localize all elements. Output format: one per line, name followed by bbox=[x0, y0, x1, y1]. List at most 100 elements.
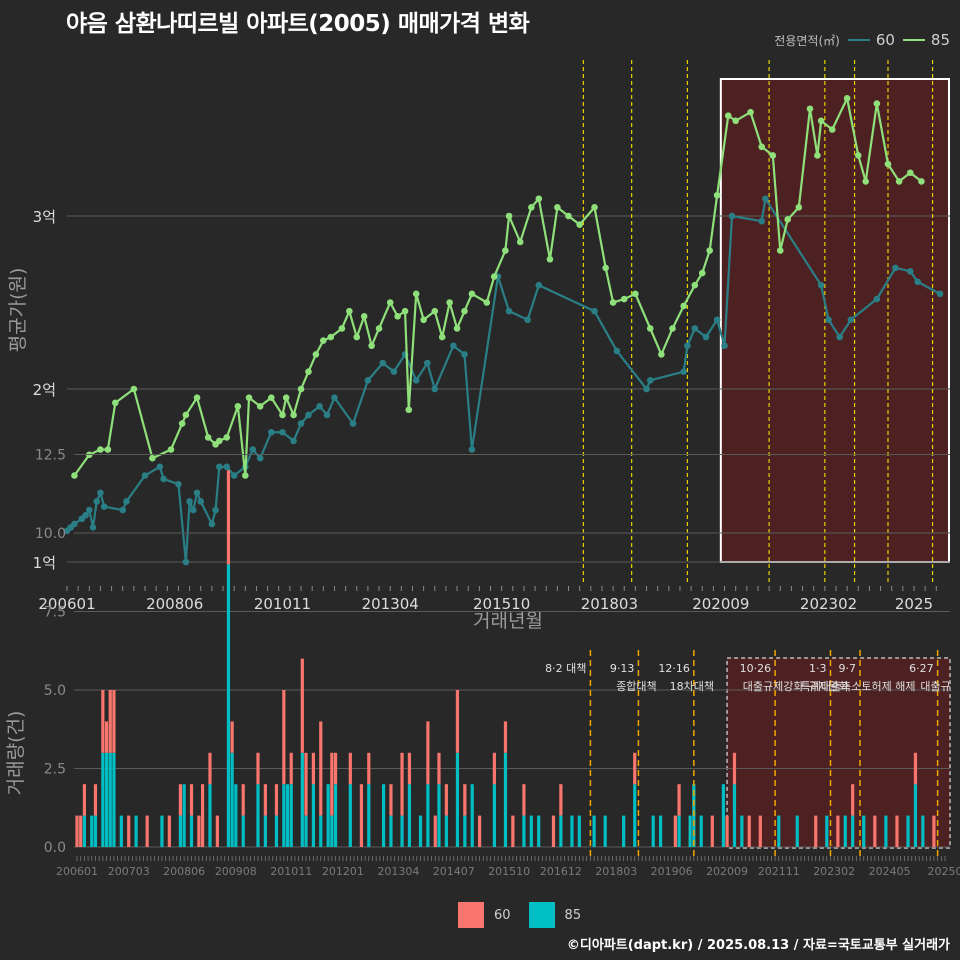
bar-legend-text-85: 85 bbox=[564, 907, 582, 923]
data-point-60 bbox=[535, 281, 543, 289]
bar-85 bbox=[381, 784, 386, 847]
data-point-60 bbox=[93, 498, 101, 505]
policy-label-date: 10·26 bbox=[740, 662, 772, 675]
bar-85 bbox=[651, 815, 655, 847]
policy-label-name: 대출규 bbox=[920, 680, 950, 693]
data-point-60 bbox=[216, 463, 223, 471]
bar-85 bbox=[577, 815, 581, 847]
data-point-60 bbox=[873, 295, 881, 303]
data-point-60 bbox=[713, 316, 721, 324]
bar-85 bbox=[101, 752, 105, 847]
bar-60 bbox=[256, 752, 260, 785]
bar-60 bbox=[112, 690, 116, 753]
bar-85 bbox=[182, 784, 186, 847]
data-point-60 bbox=[182, 558, 190, 566]
data-point-85 bbox=[795, 204, 803, 211]
bar-85 bbox=[319, 815, 323, 847]
bar-60 bbox=[319, 721, 323, 816]
data-point-85 bbox=[279, 411, 286, 419]
bar-85 bbox=[633, 784, 637, 847]
data-point-85 bbox=[669, 325, 676, 332]
bar-60 bbox=[732, 752, 737, 785]
data-point-85 bbox=[245, 394, 253, 401]
bar-y-tick-label: 2.5 bbox=[44, 762, 66, 778]
bar-60 bbox=[633, 752, 637, 785]
bar-60 bbox=[311, 752, 315, 785]
bar-60 bbox=[215, 815, 219, 847]
bar-85 bbox=[304, 815, 308, 847]
bar-60 bbox=[873, 815, 877, 847]
bar-60 bbox=[913, 752, 918, 785]
data-point-85 bbox=[368, 342, 375, 350]
data-point-85 bbox=[895, 178, 903, 185]
data-point-85 bbox=[223, 434, 231, 441]
bar-85 bbox=[906, 815, 910, 847]
bar-85 bbox=[503, 752, 508, 847]
bar-60 bbox=[503, 721, 508, 753]
bar-y-tick-label: 10.0 bbox=[35, 526, 66, 542]
bar-y-axis-title: 거래량(건) bbox=[5, 711, 27, 796]
data-point-85 bbox=[884, 160, 892, 168]
bar-60 bbox=[511, 815, 515, 847]
bar-y-tick-label: 5.0 bbox=[44, 683, 66, 699]
bar-60 bbox=[241, 784, 245, 816]
bar-85 bbox=[437, 784, 441, 847]
data-point-85 bbox=[609, 299, 617, 306]
data-point-60 bbox=[680, 368, 687, 376]
bar-85 bbox=[389, 815, 393, 847]
data-point-85 bbox=[182, 411, 190, 419]
bar-85 bbox=[348, 784, 352, 847]
legend-text-60: 60 bbox=[875, 31, 895, 49]
bar-x-tick-label: 200806 bbox=[163, 865, 205, 878]
bar-60 bbox=[200, 784, 205, 847]
data-point-85 bbox=[724, 112, 732, 119]
data-point-60 bbox=[613, 347, 621, 355]
bar-85 bbox=[732, 784, 737, 847]
bar-60 bbox=[437, 752, 441, 785]
x-tick-label: 201510 bbox=[473, 595, 530, 613]
data-point-60 bbox=[212, 506, 219, 514]
bar-85 bbox=[603, 815, 607, 847]
data-point-85 bbox=[632, 290, 639, 298]
bar-x-tick-label: 200703 bbox=[108, 865, 150, 878]
data-point-85 bbox=[405, 406, 413, 414]
bar-60 bbox=[167, 815, 171, 847]
bar-y-tick-label: 0.0 bbox=[44, 840, 66, 856]
bar-60 bbox=[101, 690, 105, 753]
policy-label-date: 8·2 대책 bbox=[545, 662, 586, 675]
bar-x-tick-label: 201201 bbox=[322, 865, 364, 878]
data-point-60 bbox=[691, 325, 699, 332]
bar-85 bbox=[559, 815, 563, 847]
bar-85 bbox=[463, 815, 467, 847]
policy-label-date: 9·13 bbox=[610, 662, 635, 675]
data-point-85 bbox=[111, 399, 119, 407]
data-point-85 bbox=[862, 178, 870, 185]
bar-85 bbox=[825, 815, 829, 847]
bar-85 bbox=[570, 815, 574, 847]
bar-60 bbox=[197, 815, 201, 847]
bar-x-tick-label: 201612 bbox=[540, 865, 582, 878]
data-point-60 bbox=[208, 520, 216, 528]
data-point-85 bbox=[204, 434, 212, 441]
bar-x-tick-label: 20250 bbox=[928, 865, 960, 878]
data-point-85 bbox=[297, 385, 305, 393]
bar-85 bbox=[178, 815, 183, 847]
bar-60 bbox=[551, 815, 556, 847]
bar-85 bbox=[263, 815, 267, 847]
bar-legend-text-60: 60 bbox=[494, 907, 511, 923]
data-point-85 bbox=[320, 337, 327, 344]
x-tick-label: 2025 bbox=[895, 595, 933, 613]
bar-y-tick-label: 7.5 bbox=[44, 605, 66, 621]
bar-85 bbox=[112, 752, 116, 847]
bar-60 bbox=[145, 815, 149, 847]
bar-85 bbox=[330, 815, 334, 847]
y-tick-label: 1억 bbox=[33, 554, 56, 572]
bar-85 bbox=[326, 784, 330, 847]
data-point-85 bbox=[178, 420, 186, 427]
bar-85 bbox=[82, 815, 86, 847]
data-point-85 bbox=[713, 191, 721, 199]
data-point-60 bbox=[175, 480, 182, 488]
data-point-60 bbox=[186, 498, 193, 505]
data-point-60 bbox=[160, 475, 167, 483]
